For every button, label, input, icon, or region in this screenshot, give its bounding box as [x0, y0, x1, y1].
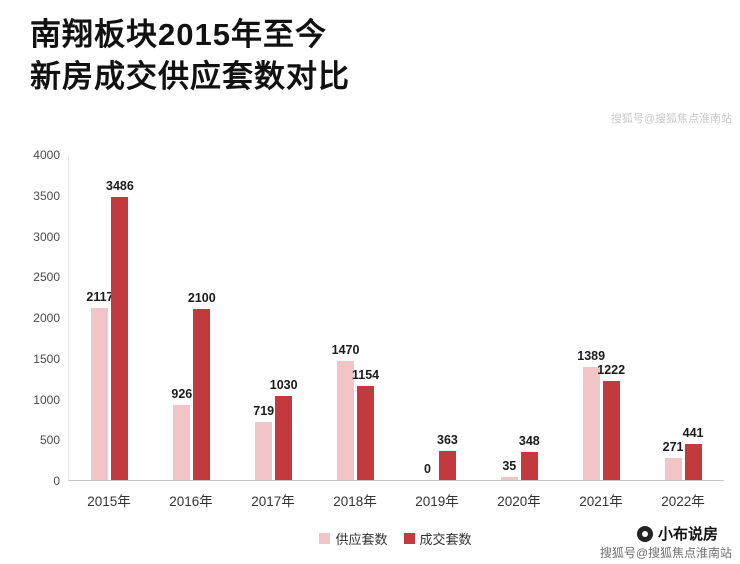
bar-group: 2117 3486 — [69, 155, 151, 480]
deal-bar-value-label: 3486 — [106, 178, 134, 193]
bar-group: 1389 1222 — [560, 155, 642, 480]
x-axis-label: 2020年 — [497, 494, 541, 509]
supply-bar-value-label: 1389 — [577, 349, 606, 364]
page-title: 南翔板块2015年至今 新房成交供应套数对比 — [30, 14, 350, 98]
y-tick-label: 0 — [53, 474, 60, 488]
supply-bar-value-label: 2117 — [86, 290, 114, 304]
deal-bar — [193, 309, 211, 480]
plot-area: 2117 3486 926 2100 719 1030 1470 1154 0 363 35 348 1… — [68, 155, 724, 481]
footer-source: 搜狐号@搜狐焦点淮南站 — [599, 546, 732, 560]
watermark-top: 搜狐号@搜狐焦点淮南站 — [610, 113, 732, 125]
supply-bar — [582, 367, 600, 480]
deal-bar-value-label: 1154 — [352, 368, 380, 383]
deal-bar — [520, 451, 538, 480]
supply-bar-wrap: 0 — [419, 155, 436, 480]
deal-bar-value-label: 1222 — [597, 362, 626, 377]
supply-bar-wrap: 926 — [171, 155, 193, 480]
supply-bar-value-label: 719 — [253, 403, 275, 418]
deal-bar — [111, 196, 129, 480]
bar-chart: 0 500 1000 1500 2000 2500 3000 3500 4000 2117 348… — [18, 148, 724, 509]
footer-brand: 小布说房 — [636, 523, 718, 544]
deal-bar-wrap: 1030 — [270, 155, 298, 480]
deal-bar — [684, 444, 702, 480]
legend-swatch-deal — [403, 533, 415, 544]
x-axis-label: 2022年 — [661, 494, 705, 509]
y-tick-label: 4000 — [33, 148, 60, 162]
supply-bar-wrap: 35 — [500, 155, 518, 480]
y-tick-label: 3000 — [33, 229, 60, 244]
supply-bar-value-label: 1470 — [331, 342, 360, 357]
legend-item-deal: 成交套数 — [403, 529, 472, 548]
supply-bar — [91, 308, 109, 480]
supply-bar — [337, 360, 355, 480]
brand-logo-icon — [636, 525, 653, 542]
bar-group: 271 441 — [642, 155, 724, 480]
y-axis: 0 500 1000 1500 2000 2500 3000 3500 4000 — [18, 148, 60, 488]
deal-bar — [357, 386, 375, 480]
deal-bar-wrap: 1154 — [352, 155, 379, 480]
deal-bar-wrap: 348 — [518, 155, 540, 480]
deal-bar-wrap: 2100 — [188, 155, 216, 480]
x-axis-label: 2018年 — [333, 494, 377, 509]
supply-bar — [500, 477, 518, 480]
x-axis: 2015年 2016年 2017年 2018年 2019年 2020年 2021年 2022年 — [68, 481, 724, 510]
y-tick-label: 500 — [39, 433, 60, 448]
supply-bar-wrap: 271 — [662, 155, 684, 480]
supply-bar-wrap: 1389 — [577, 155, 605, 480]
supply-bar-value-label: 271 — [662, 439, 684, 454]
deal-bar-value-label: 2100 — [187, 291, 216, 306]
deal-bar-value-label: 1030 — [269, 378, 298, 393]
deal-bar-value-label: 441 — [682, 426, 704, 441]
legend-label-deal: 成交套数 — [419, 532, 472, 547]
x-axis-label: 2016年 — [169, 494, 213, 509]
y-tick-label: 3500 — [33, 188, 60, 203]
supply-bar-wrap: 2117 — [86, 155, 114, 480]
supply-bar — [255, 421, 273, 480]
page-title-line1: 南翔板块2015年至今 — [30, 17, 327, 52]
supply-bar-value-label: 926 — [171, 386, 193, 401]
deal-bar — [438, 450, 456, 480]
legend: 供应套数 成交套数 — [68, 529, 723, 548]
x-axis-label: 2015年 — [87, 494, 131, 509]
supply-bar-value-label: 35 — [502, 459, 517, 474]
deal-bar-value-label: 363 — [437, 432, 458, 447]
bar-group: 926 2100 — [151, 155, 233, 480]
legend-swatch-supply — [319, 533, 331, 544]
deal-bar — [602, 380, 620, 480]
brand-name: 小布说房 — [657, 526, 718, 543]
supply-bar — [173, 404, 191, 480]
y-tick-label: 2500 — [33, 270, 60, 285]
x-axis-label: 2017年 — [251, 494, 295, 509]
deal-bar-wrap: 441 — [682, 155, 704, 480]
bar-group: 719 1030 — [233, 155, 315, 480]
supply-bar-value-label: 0 — [423, 462, 431, 476]
supply-bar-wrap: 719 — [253, 155, 275, 480]
deal-bar-wrap: 3486 — [106, 155, 134, 480]
supply-bar — [664, 457, 682, 480]
bar-group: 35 348 — [478, 155, 560, 480]
bar-group: 0 363 — [397, 155, 479, 480]
bar-group: 1470 1154 — [315, 155, 397, 480]
y-tick-label: 1000 — [33, 392, 60, 407]
x-axis-label: 2019年 — [415, 494, 459, 509]
page-title-line2: 新房成交供应套数对比 — [30, 58, 350, 94]
deal-bar — [275, 396, 293, 480]
y-tick-label: 2000 — [33, 311, 60, 325]
deal-bar-wrap: 1222 — [597, 155, 625, 480]
y-tick-label: 1500 — [33, 351, 60, 366]
supply-bar-wrap: 1470 — [332, 155, 359, 480]
deal-bar-value-label: 348 — [518, 433, 540, 448]
x-axis-label: 2021年 — [579, 494, 623, 509]
legend-label-supply: 供应套数 — [335, 532, 388, 547]
deal-bar-wrap: 363 — [437, 155, 458, 480]
legend-item-supply: 供应套数 — [319, 529, 388, 548]
